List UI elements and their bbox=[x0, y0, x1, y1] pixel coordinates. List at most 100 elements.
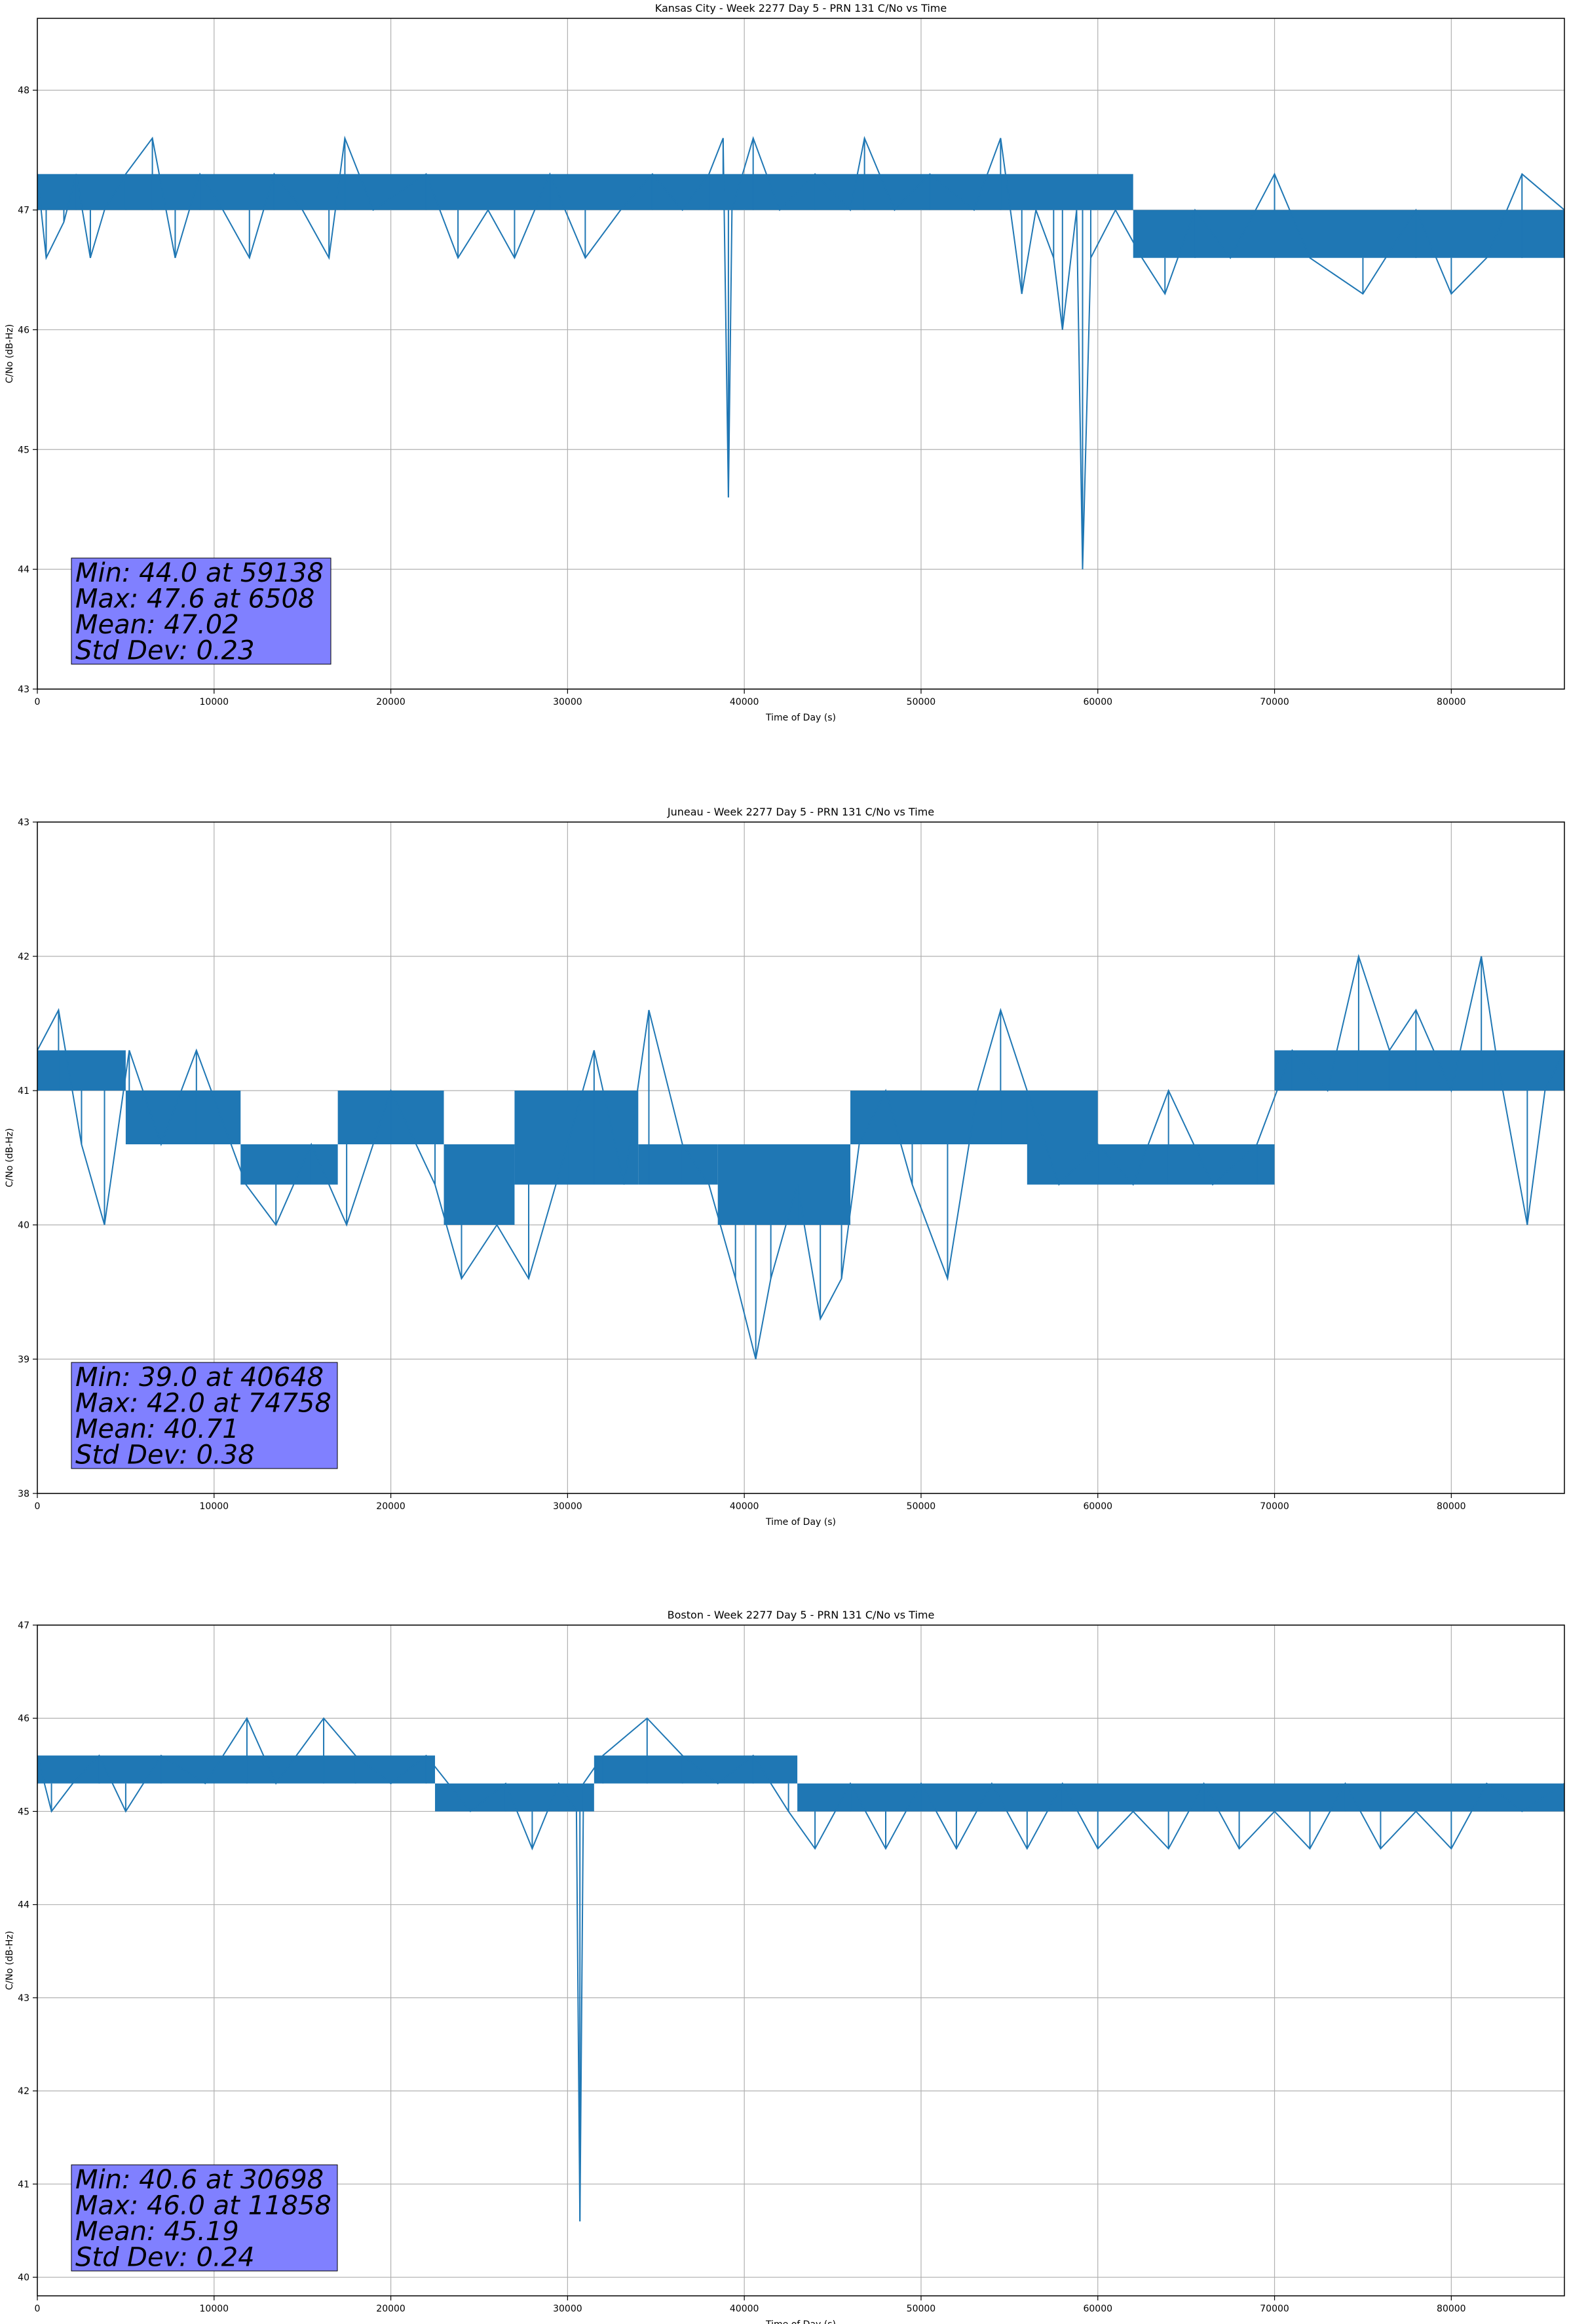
x-tick-label: 30000 bbox=[553, 2304, 582, 2314]
axes-frame bbox=[37, 821, 1565, 1494]
x-tick-label: 40000 bbox=[730, 2304, 759, 2314]
x-tick-label: 40000 bbox=[730, 697, 759, 707]
stats-line: Max: 42.0 at 74758 bbox=[75, 1389, 331, 1419]
x-tick-label: 80000 bbox=[1437, 697, 1466, 707]
stats-line: Max: 46.0 at 11858 bbox=[75, 2191, 331, 2221]
y-tick-label: 40 bbox=[18, 2273, 29, 2283]
stats-box bbox=[71, 557, 331, 665]
series-band bbox=[594, 1755, 798, 1784]
stats-box bbox=[71, 2164, 338, 2272]
plot-area bbox=[37, 954, 1564, 1360]
plot-area bbox=[37, 1717, 1564, 2222]
plot-area bbox=[37, 135, 1564, 570]
x-tick-label: 20000 bbox=[376, 2304, 406, 2314]
stats-box bbox=[71, 1362, 338, 1469]
stats-line: Std Dev: 0.38 bbox=[75, 1440, 255, 1471]
x-tick-label: 50000 bbox=[907, 697, 936, 707]
series-band bbox=[37, 174, 1133, 210]
y-tick-label: 38 bbox=[18, 1489, 29, 1499]
y-tick-label: 44 bbox=[18, 1900, 29, 1911]
y-tick-label: 46 bbox=[18, 325, 29, 335]
x-tick-label: 0 bbox=[35, 2304, 41, 2314]
series-band bbox=[850, 1091, 1027, 1144]
y-tick-label: 43 bbox=[18, 1993, 29, 2004]
x-axis-label: Time of Day (s) bbox=[765, 713, 836, 723]
series-band bbox=[37, 1755, 436, 1784]
series-band bbox=[37, 1050, 126, 1091]
series-band bbox=[125, 1091, 241, 1144]
x-tick-label: 70000 bbox=[1260, 1501, 1289, 1512]
stats-line: Mean: 47.02 bbox=[75, 610, 239, 640]
x-axis-label: Time of Day (s) bbox=[765, 2319, 836, 2324]
series-band bbox=[638, 1144, 718, 1185]
x-tick-label: 40000 bbox=[730, 1501, 759, 1512]
y-tick-label: 45 bbox=[18, 445, 29, 455]
stats-line: Std Dev: 0.24 bbox=[75, 2243, 255, 2273]
stats-line: Min: 44.0 at 59138 bbox=[75, 558, 324, 588]
x-tick-label: 10000 bbox=[200, 2304, 229, 2314]
stats-line: Max: 47.6 at 6508 bbox=[75, 584, 314, 614]
series-line bbox=[37, 135, 1564, 570]
series-line bbox=[37, 954, 1564, 1360]
x-tick-label: 30000 bbox=[553, 1501, 582, 1512]
series-band bbox=[717, 1144, 851, 1225]
series-band bbox=[514, 1091, 639, 1185]
chart-panel-3: 0 10000 20000 30000 40000 50000 60000 70000 8000… bbox=[5, 1609, 1565, 2324]
chart-title: Kansas City - Week 2277 Day 5 - PRN 131 … bbox=[655, 2, 947, 14]
x-tick-label: 50000 bbox=[907, 2304, 936, 2314]
y-tick-label: 42 bbox=[18, 2086, 29, 2097]
x-tick-label: 60000 bbox=[1083, 2304, 1112, 2314]
x-tick-label: 30000 bbox=[553, 697, 582, 707]
y-tick-label: 45 bbox=[18, 1807, 29, 1817]
chart-panel-2: 0 10000 20000 30000 40000 50000 60000 70000 8000… bbox=[5, 806, 1565, 1527]
stats-line: Min: 39.0 at 40648 bbox=[75, 1362, 324, 1393]
chart-title: Juneau - Week 2277 Day 5 - PRN 131 C/No … bbox=[667, 806, 934, 818]
y-tick-label: 47 bbox=[18, 1621, 29, 1631]
stats-line: Min: 40.6 at 30698 bbox=[75, 2165, 324, 2195]
y-tick-label: 48 bbox=[18, 86, 29, 96]
chart-panel-1: 0 10000 20000 30000 40000 50000 60000 70000 8000… bbox=[5, 2, 1565, 723]
x-tick-label: 70000 bbox=[1260, 697, 1289, 707]
x-tick-label: 60000 bbox=[1083, 697, 1112, 707]
y-tick-label: 39 bbox=[18, 1355, 29, 1365]
y-tick-label: 44 bbox=[18, 565, 29, 575]
series-band bbox=[1133, 210, 1564, 258]
y-tick-label: 43 bbox=[18, 684, 29, 695]
y-tick-label: 41 bbox=[18, 2179, 29, 2190]
x-tick-label: 80000 bbox=[1437, 1501, 1466, 1512]
x-tick-label: 20000 bbox=[376, 697, 406, 707]
y-tick-label: 46 bbox=[18, 1714, 29, 1724]
x-tick-label: 20000 bbox=[376, 1501, 406, 1512]
stats-line: Mean: 45.19 bbox=[75, 2217, 239, 2247]
axes-frame bbox=[37, 1624, 1565, 2296]
y-tick-label: 40 bbox=[18, 1220, 29, 1231]
series-band bbox=[444, 1144, 515, 1225]
x-tick-label: 80000 bbox=[1437, 2304, 1466, 2314]
x-tick-label: 70000 bbox=[1260, 2304, 1289, 2314]
series-band bbox=[1027, 1091, 1098, 1185]
x-tick-label: 60000 bbox=[1083, 1501, 1112, 1512]
x-tick-label: 10000 bbox=[200, 1501, 229, 1512]
stats-line: Mean: 40.71 bbox=[75, 1414, 239, 1444]
x-axis-label: Time of Day (s) bbox=[765, 1517, 836, 1527]
series-band bbox=[1274, 1050, 1564, 1091]
axes-frame bbox=[37, 18, 1565, 690]
y-axis-label: C/No (dB-Hz) bbox=[5, 1128, 15, 1187]
x-tick-label: 10000 bbox=[200, 697, 229, 707]
series-band bbox=[240, 1144, 338, 1185]
x-tick-label: 0 bbox=[35, 697, 41, 707]
series-band bbox=[1097, 1144, 1275, 1185]
series-line bbox=[37, 1717, 1564, 2222]
stats-line: Std Dev: 0.23 bbox=[75, 636, 255, 666]
chart-title: Boston - Week 2277 Day 5 - PRN 131 C/No … bbox=[668, 1609, 935, 1621]
x-tick-label: 50000 bbox=[907, 1501, 936, 1512]
y-axis-label: C/No (dB-Hz) bbox=[5, 1931, 15, 1990]
y-axis-label: C/No (dB-Hz) bbox=[5, 324, 15, 383]
x-tick-label: 0 bbox=[35, 1501, 41, 1512]
y-tick-label: 41 bbox=[18, 1086, 29, 1096]
series-band bbox=[797, 1783, 1564, 1812]
y-tick-label: 42 bbox=[18, 952, 29, 962]
y-tick-label: 47 bbox=[18, 206, 29, 216]
y-tick-label: 43 bbox=[18, 817, 29, 828]
